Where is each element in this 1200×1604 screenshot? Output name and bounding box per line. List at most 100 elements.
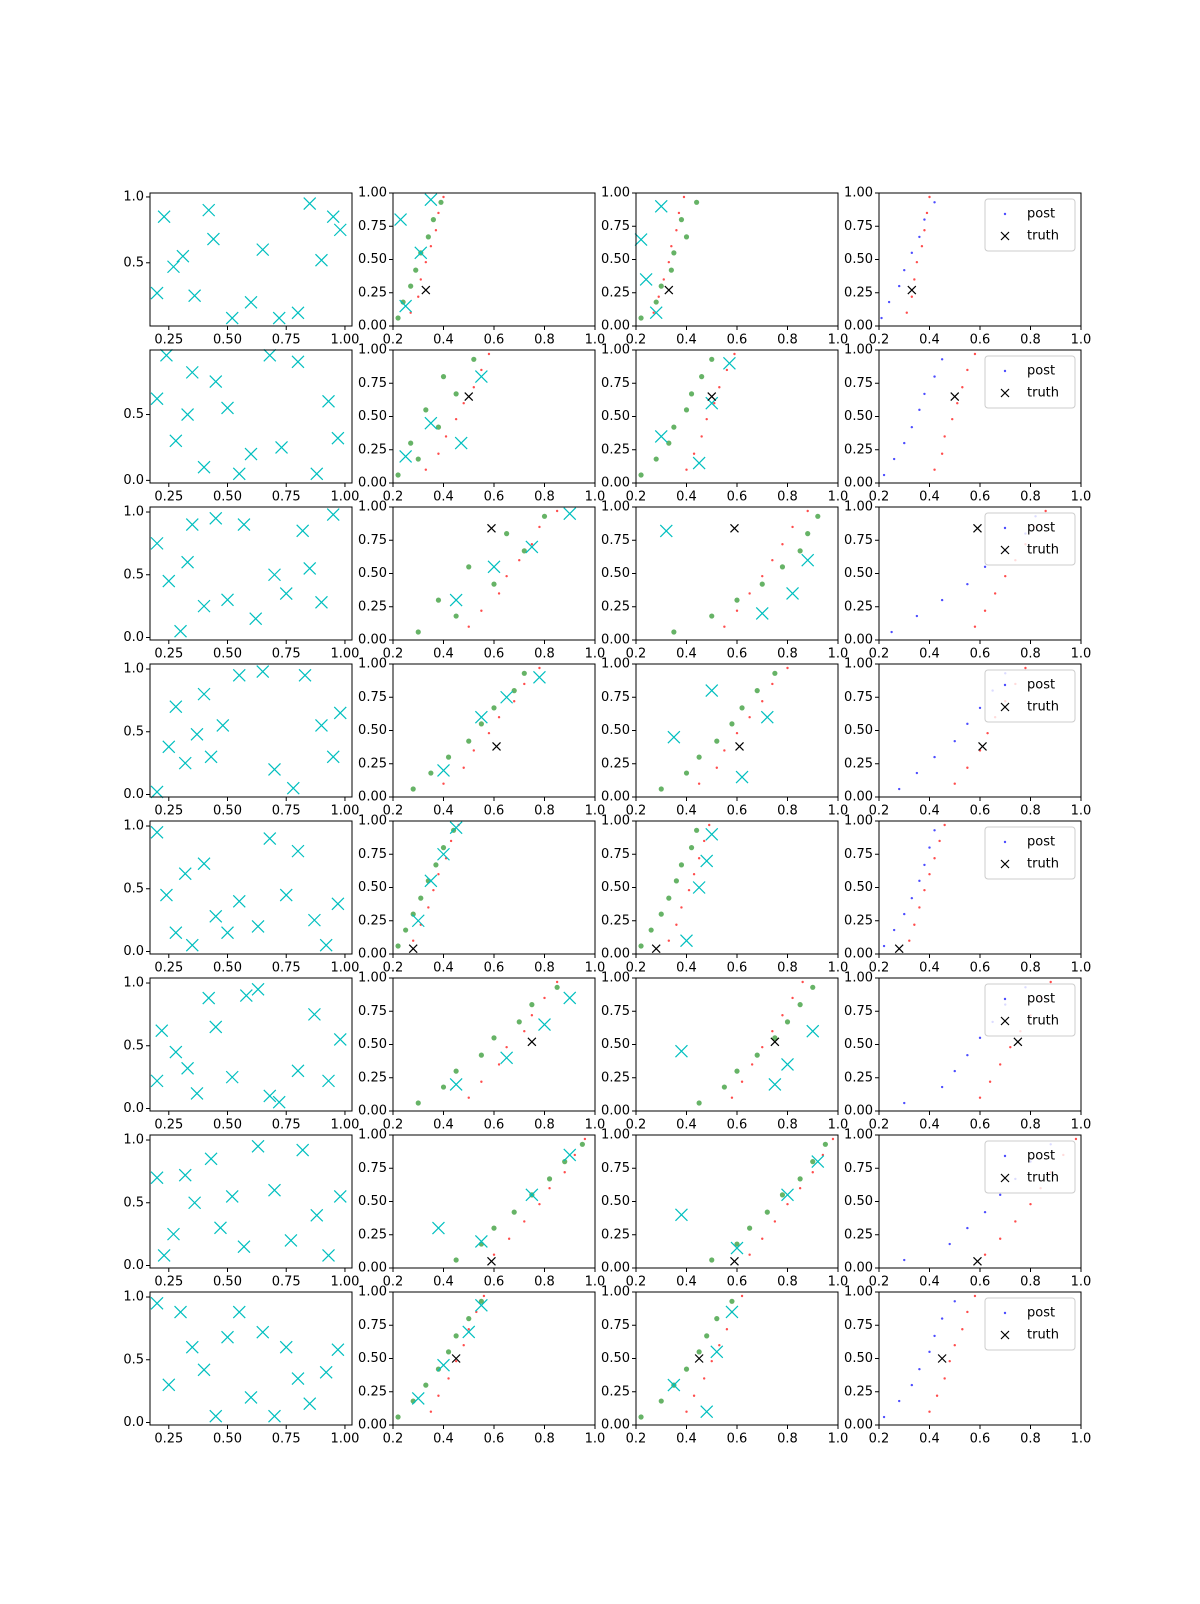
x-marker: [333, 1033, 347, 1046]
circle-point: [453, 1068, 459, 1074]
x-tick-label: 1.0: [1071, 1118, 1092, 1133]
y-tick-label: 1.0: [123, 189, 144, 204]
x-tick-label: 0.25: [154, 1275, 183, 1290]
y-tick-label: 0.50: [844, 723, 873, 738]
y-tick-label: 0.00: [844, 633, 873, 648]
subplot: 0.2 0.4 0.6 0.8 1.0 0.00 0.25 0.50 0.75 1.00: [358, 500, 605, 662]
x-marker: [487, 523, 496, 533]
dot-point: [953, 1300, 956, 1303]
axes-frame: [149, 977, 353, 1112]
y-tick-label: 0.25: [601, 756, 630, 771]
legend-label: post: [1027, 521, 1055, 536]
axes-background: [393, 978, 595, 1111]
circle-point: [815, 513, 821, 519]
y-tick-label: 0.25: [601, 285, 630, 300]
y-tick-label: 0.75: [844, 690, 873, 705]
dot-point: [1014, 1220, 1017, 1223]
x-tick-label: 1.00: [330, 961, 359, 976]
x-tick-label: 0.2: [383, 1275, 404, 1290]
x-tick-label: 0.4: [919, 333, 940, 348]
x-marker: [525, 1188, 539, 1202]
dot-point: [966, 766, 969, 769]
circle-point: [466, 564, 472, 570]
dot-point: [908, 939, 911, 942]
x-marker: [563, 991, 577, 1005]
dot-point: [419, 278, 422, 281]
axes-background: [150, 1135, 352, 1268]
circle-point: [759, 581, 765, 587]
dot-point: [903, 441, 906, 445]
subplot: 0.2 0.4 0.6 0.8 1.0 0.00 0.25 0.50 0.75 1.00: [601, 971, 848, 1133]
y-tick-label: 1.00: [358, 657, 387, 672]
circle-point: [754, 1052, 760, 1058]
x-marker: [786, 587, 799, 600]
y-tick-label: 0.25: [844, 1070, 873, 1085]
dot-point: [518, 559, 521, 562]
y-tick-label: 0.5: [123, 407, 144, 422]
circle-point: [699, 374, 705, 380]
dot-point: [978, 1036, 982, 1040]
x-marker: [291, 1064, 305, 1078]
x-marker: [221, 926, 234, 940]
dot-point: [467, 1328, 470, 1331]
x-tick-label: 0.2: [383, 1118, 404, 1133]
x-marker: [730, 523, 739, 533]
dot-point: [903, 1258, 906, 1262]
x-tick-label: 0.75: [272, 1432, 301, 1447]
dot-point: [444, 435, 448, 438]
circle-point: [415, 456, 421, 462]
y-tick-label: 0.25: [358, 599, 387, 614]
x-tick-label: 0.8: [1020, 804, 1041, 819]
x-tick-label: 0.6: [970, 1118, 991, 1133]
dot-point: [940, 1317, 944, 1320]
y-tick-label: 1.00: [601, 500, 630, 515]
dot-point: [918, 235, 921, 239]
dot-point: [933, 201, 936, 204]
x-marker: [654, 430, 668, 443]
x-tick-label: 0.8: [777, 490, 798, 505]
x-marker: [181, 1061, 195, 1075]
x-marker: [700, 854, 714, 868]
y-tick-label: 0.00: [358, 790, 387, 805]
dot-point: [761, 574, 764, 578]
x-tick-label: 0.8: [534, 1118, 555, 1133]
dot-point: [417, 295, 420, 298]
subplot: 0.2 0.4 0.6 0.8 1.0 0.00 0.25 0.50 0.75 1.00: [601, 814, 848, 976]
x-tick-label: 1.0: [828, 647, 849, 662]
circle-point: [747, 1225, 753, 1231]
legend-marker: [1000, 545, 1010, 555]
dot-point: [986, 731, 989, 735]
dot-point: [882, 473, 886, 477]
y-tick-label: 1.00: [358, 186, 387, 201]
dot-point: [685, 468, 688, 471]
circle-point: [478, 1298, 484, 1304]
x-tick-label: 0.25: [154, 961, 183, 976]
x-tick-label: 0.4: [433, 647, 454, 662]
x-marker: [263, 832, 277, 845]
x-marker: [150, 392, 164, 406]
x-tick-label: 0.75: [272, 961, 301, 976]
y-tick-label: 1.00: [844, 1128, 873, 1143]
axes-frame: [149, 820, 353, 955]
x-marker: [634, 233, 648, 246]
circle-point: [478, 1052, 484, 1058]
dot-point: [530, 543, 534, 546]
dot-point: [761, 1237, 764, 1240]
x-marker: [474, 370, 488, 384]
circle-point: [433, 862, 439, 868]
dot-point: [670, 245, 673, 248]
axes-background: [636, 350, 838, 483]
axes-frame: [149, 1134, 353, 1269]
x-marker: [197, 1363, 211, 1377]
x-marker: [303, 197, 317, 210]
dot-point: [437, 873, 440, 876]
y-tick-label: 0.75: [844, 847, 873, 862]
x-tick-label: 0.8: [1020, 961, 1041, 976]
x-tick-label: 0.2: [626, 1275, 647, 1290]
x-marker: [654, 199, 668, 213]
dot-point: [903, 268, 906, 272]
x-marker: [394, 213, 407, 227]
dot-point: [973, 625, 977, 628]
x-tick-label: 0.6: [727, 1432, 748, 1447]
dot-point: [454, 1359, 458, 1363]
